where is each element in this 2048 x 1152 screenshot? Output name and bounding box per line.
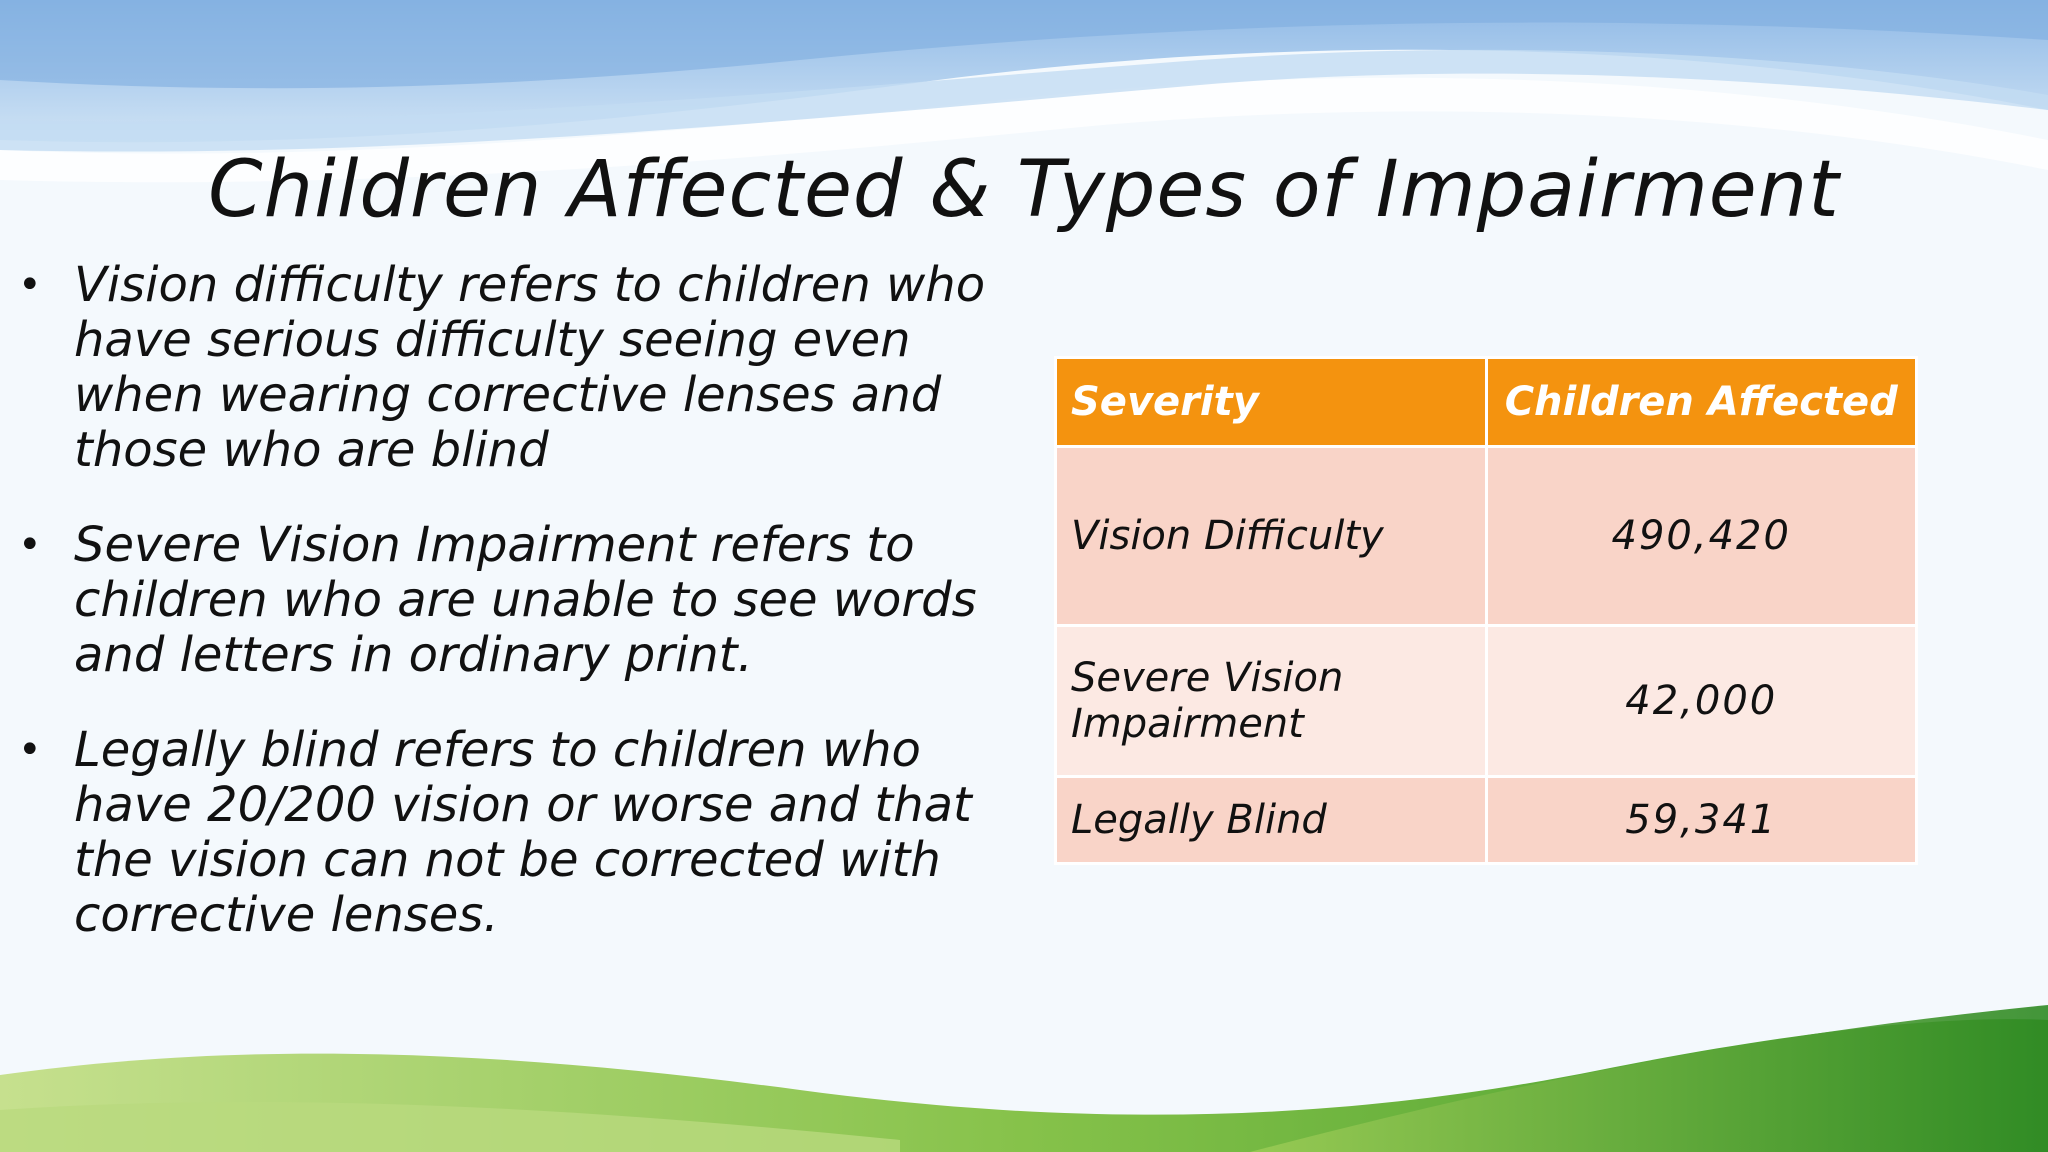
cell-severity: Severe Vision Impairment [1054, 624, 1488, 778]
table-header-row: Severity Children Affected [1054, 356, 1918, 448]
severity-table: Severity Children Affected Vision Diffic… [1054, 356, 1918, 865]
bullet-dot-icon: • [18, 522, 42, 568]
bullet-text: Severe Vision Impairment refers to child… [74, 517, 977, 683]
bullet-item: • Severe Vision Impairment refers to chi… [18, 518, 1008, 683]
bullet-dot-icon: • [18, 262, 42, 308]
bullet-list: • Vision difficulty refers to children w… [18, 258, 1008, 983]
bullet-text: Vision difficulty refers to children who… [74, 257, 986, 478]
severity-table-container: Severity Children Affected Vision Diffic… [1054, 356, 1918, 865]
cell-children-affected: 42,000 [1484, 624, 1918, 778]
table-row: Vision Difficulty 490,420 [1054, 445, 1918, 627]
bullet-text: Legally blind refers to children who hav… [74, 722, 972, 943]
slide-title: Children Affected & Types of Impairment [208, 145, 1840, 235]
cell-severity: Legally Blind [1054, 775, 1488, 865]
header-children-affected: Children Affected [1484, 356, 1918, 448]
cell-children-affected: 59,341 [1484, 775, 1918, 865]
table-row: Legally Blind 59,341 [1054, 775, 1918, 865]
header-severity: Severity [1054, 356, 1488, 448]
bullet-item: • Vision difficulty refers to children w… [18, 258, 1008, 478]
bullet-item: • Legally blind refers to children who h… [18, 723, 1008, 943]
bullet-dot-icon: • [18, 727, 42, 773]
cell-children-affected: 490,420 [1484, 445, 1918, 627]
table-row: Severe Vision Impairment 42,000 [1054, 624, 1918, 778]
cell-severity: Vision Difficulty [1054, 445, 1488, 627]
